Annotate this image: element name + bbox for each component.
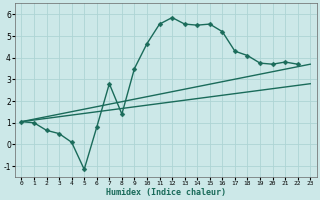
X-axis label: Humidex (Indice chaleur): Humidex (Indice chaleur) bbox=[106, 188, 226, 197]
